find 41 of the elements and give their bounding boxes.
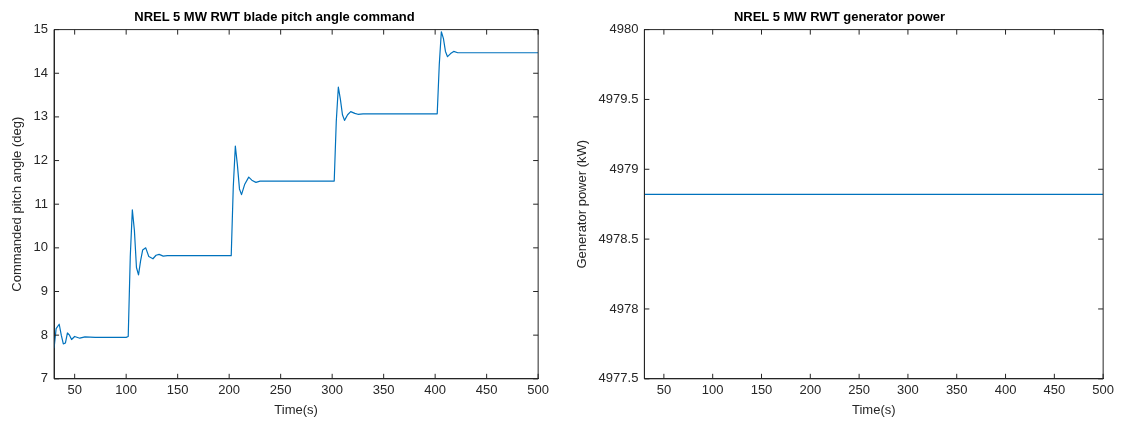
y-tick-label: 7 [40, 370, 49, 386]
x-tick-label: 450 [475, 382, 498, 398]
y-tick-label: 4979.5 [598, 91, 639, 107]
x-tick-label: 250 [269, 382, 292, 398]
y-tick-label: 4978 [609, 300, 639, 316]
chart-title: NREL 5 MW RWT generator power [733, 9, 946, 25]
x-tick-label: 350 [372, 382, 395, 398]
x-tick-label: 300 [897, 382, 919, 398]
y-tick-label: 9 [40, 283, 49, 299]
x-tick-label: 250 [848, 382, 870, 398]
x-tick-label: 100 [115, 382, 138, 398]
chart-title: NREL 5 MW RWT blade pitch angle command [134, 9, 415, 25]
y-tick-label: 4978.5 [598, 230, 639, 246]
x-tick-label: 450 [1043, 382, 1066, 398]
x-axis-title: Time(s) [274, 401, 318, 417]
x-tick-label: 500 [527, 382, 550, 398]
x-tick-label: 100 [701, 382, 724, 398]
x-tick-label: 50 [656, 382, 672, 398]
y-tick-label: 10 [33, 239, 49, 255]
x-tick-label: 150 [750, 382, 773, 398]
y-axis-title: Commanded pitch angle (deg) [9, 116, 25, 292]
x-tick-label: 200 [218, 382, 241, 398]
y-tick-label: 14 [33, 64, 49, 80]
x-tick-label: 400 [424, 382, 447, 398]
x-tick-label: 500 [1092, 382, 1115, 398]
x-tick-label: 50 [67, 382, 82, 398]
y-tick-label: 12 [33, 152, 49, 168]
y-tick-label: 4980 [609, 21, 639, 37]
y-tick-label: 15 [33, 21, 49, 37]
x-tick-label: 350 [945, 382, 968, 398]
x-tick-label: 150 [166, 382, 189, 398]
x-tick-label: 400 [994, 382, 1017, 398]
y-tick-label: 4977.5 [598, 370, 639, 386]
y-tick-label: 11 [34, 195, 49, 211]
x-tick-label: 300 [321, 382, 344, 398]
y-tick-label: 13 [33, 108, 49, 124]
y-tick-label: 8 [40, 326, 49, 342]
y-axis-title: Generator power (kW) [574, 139, 590, 269]
x-tick-label: 200 [799, 382, 822, 398]
x-axis-title: Time(s) [851, 401, 896, 417]
y-tick-label: 4979 [609, 160, 639, 176]
